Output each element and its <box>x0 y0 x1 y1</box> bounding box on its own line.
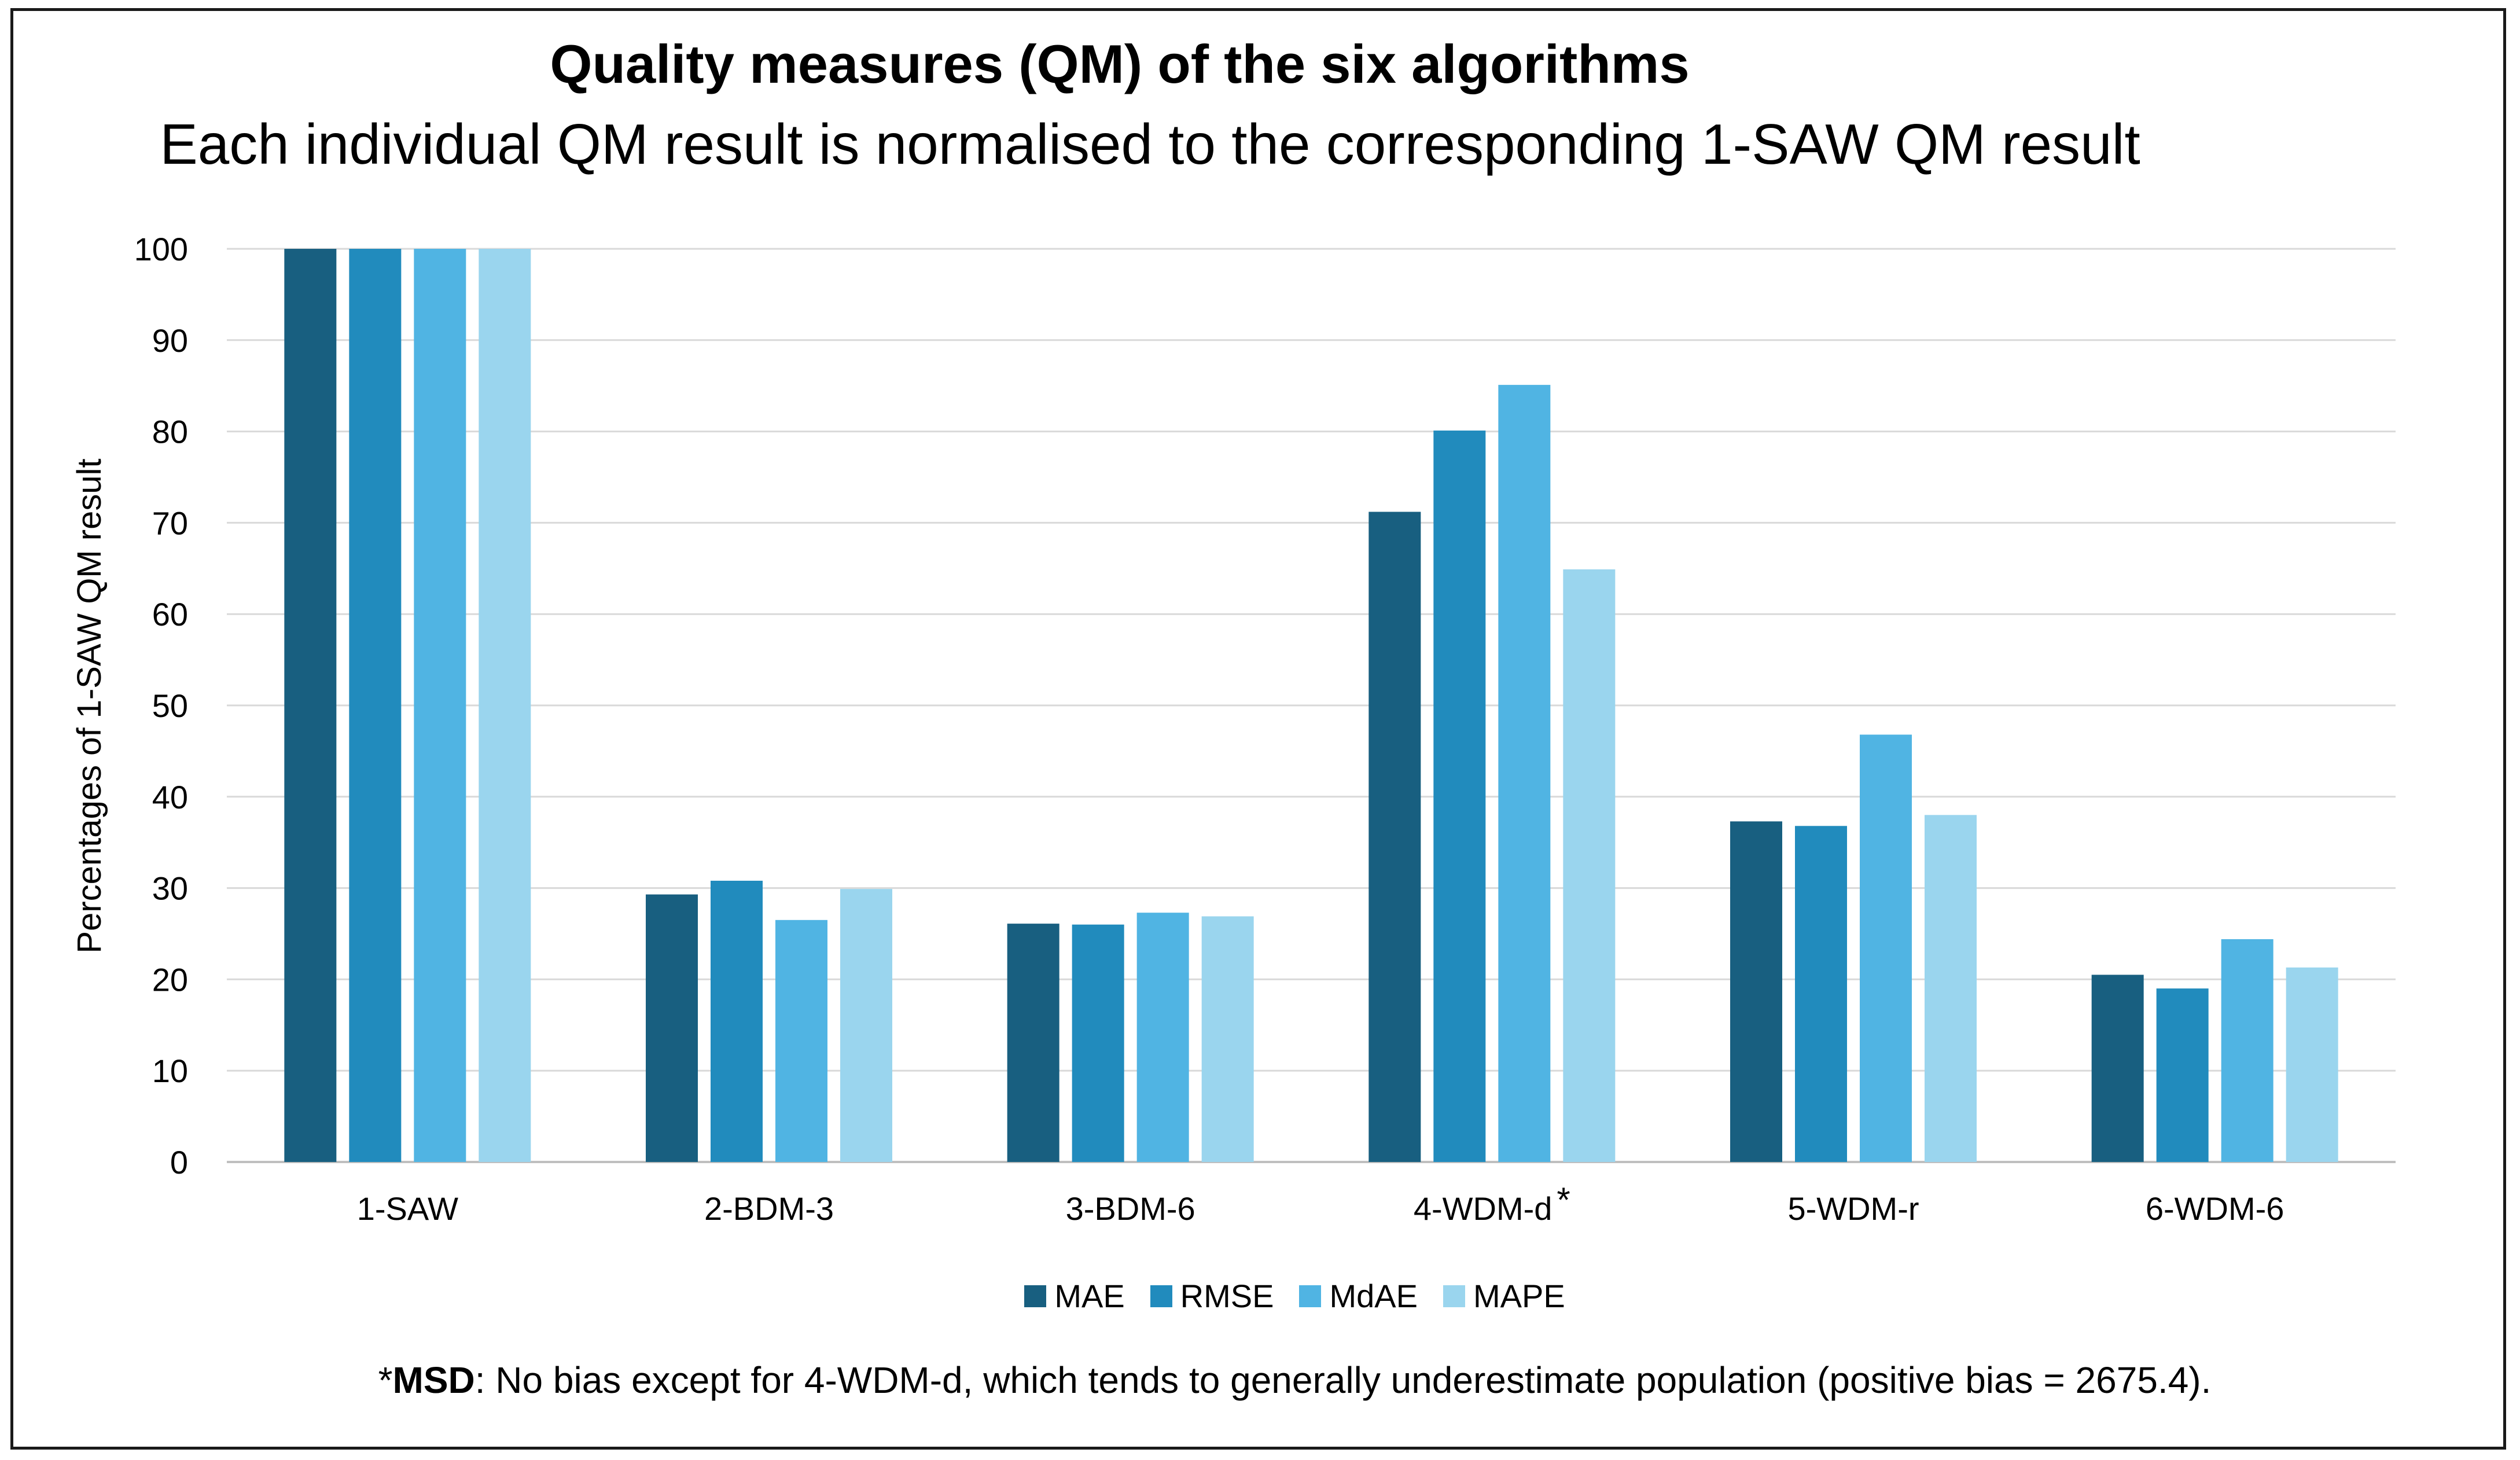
legend-label: MdAE <box>1329 1278 1418 1314</box>
y-tick-label: 30 <box>152 870 188 907</box>
bar-mape-4-wdm-d: MAPE 4-WDM-d: 64.9 <box>1563 569 1616 1163</box>
y-tick-label: 40 <box>152 779 188 815</box>
bar-rmse-2-bdm-3: RMSE 2-BDM-3: 30.8 <box>711 880 763 1162</box>
bar-mdae-3-bdm-6: MdAE 3-BDM-6: 27.3 <box>1136 913 1189 1162</box>
bar-mae-3-bdm-6: MAE 3-BDM-6: 26.1 <box>1007 924 1059 1162</box>
bar-mdae-5-wdm-r: MdAE 5-WDM-r: 46.8 <box>1860 734 1912 1162</box>
bar-mae-6-wdm-6: MAE 6-WDM-6: 20.5 <box>2091 974 2144 1162</box>
bar-mdae-2-bdm-3: MdAE 2-BDM-3: 26.5 <box>775 920 827 1162</box>
chart-subtitle: Each individual QM result is normalised … <box>160 112 2140 176</box>
legend-swatch <box>1443 1285 1465 1307</box>
x-tick-label: 1-SAW <box>357 1190 458 1227</box>
y-tick-label: 0 <box>170 1144 188 1180</box>
bar-mae-5-wdm-r: MAE 5-WDM-r: 37.3 <box>1730 821 1782 1162</box>
legend-swatch <box>1299 1285 1322 1307</box>
bar-mdae-1-saw: MdAE 1-SAW: 100 <box>414 249 466 1162</box>
footnote-text: : No bias except for 4-WDM-d, which tend… <box>474 1359 2212 1401</box>
legend-swatch <box>1024 1285 1047 1307</box>
bar-mape-1-saw: MAPE 1-SAW: 100 <box>479 249 531 1162</box>
y-tick-label: 70 <box>152 505 188 541</box>
bar-rmse-4-wdm-d: RMSE 4-WDM-d: 80.1 <box>1433 431 1486 1162</box>
footnote-marker: * <box>378 1359 393 1401</box>
bar-mdae-4-wdm-d: MdAE 4-WDM-d: 85.1 <box>1498 385 1551 1162</box>
legend-label: RMSE <box>1180 1278 1274 1314</box>
y-tick-label: 60 <box>152 596 188 632</box>
footnote: *MSD: No bias except for 4-WDM-d, which … <box>0 1357 2520 1403</box>
chart-title: Quality measures (QM) of the six algorit… <box>550 34 1690 94</box>
legend-item-mape: MAPE <box>1443 1276 1565 1316</box>
legend-label: MAPE <box>1473 1278 1565 1314</box>
bar-mae-2-bdm-3: MAE 2-BDM-3: 29.3 <box>646 894 698 1162</box>
x-tick-marker: * <box>1557 1180 1570 1219</box>
y-tick-label: 10 <box>152 1053 188 1089</box>
y-tick-label: 20 <box>152 961 188 998</box>
legend-item-rmse: RMSE <box>1150 1276 1274 1316</box>
x-tick-label: 2-BDM-3 <box>704 1190 834 1227</box>
footnote-term: MSD <box>392 1359 475 1401</box>
bar-mape-6-wdm-6: MAPE 6-WDM-6: 21.3 <box>2286 967 2338 1162</box>
bar-mae-1-saw: MAE 1-SAW: 100 <box>284 249 337 1162</box>
legend-swatch <box>1150 1285 1172 1307</box>
x-tick-label: 4-WDM-d * <box>1414 1180 1570 1227</box>
bar-rmse-6-wdm-6: RMSE 6-WDM-6: 19 <box>2156 988 2209 1162</box>
bar-rmse-3-bdm-6: RMSE 3-BDM-6: 26 <box>1072 924 1124 1162</box>
chart-legend: MAE RMSE MdAE MAPE <box>0 1273 2520 1319</box>
bar-mape-3-bdm-6: MAPE 3-BDM-6: 26.9 <box>1201 916 1254 1162</box>
legend-label: MAE <box>1054 1278 1125 1314</box>
bar-mdae-6-wdm-6: MdAE 6-WDM-6: 24.4 <box>2221 939 2273 1162</box>
bar-mape-2-bdm-3: MAPE 2-BDM-3: 29.9 <box>840 889 892 1162</box>
y-tick-label: 80 <box>152 414 188 450</box>
y-tick-label: 50 <box>152 687 188 724</box>
bar-rmse-1-saw: RMSE 1-SAW: 100 <box>349 249 402 1162</box>
bar-mae-4-wdm-d: MAE 4-WDM-d: 71.2 <box>1368 512 1421 1162</box>
legend-item-mae: MAE <box>1024 1276 1125 1316</box>
x-tick-label: 5-WDM-r <box>1787 1190 1919 1227</box>
y-tick-label: 90 <box>152 322 188 359</box>
x-tick-label: 6-WDM-6 <box>2146 1190 2284 1227</box>
bar-mape-5-wdm-r: MAPE 5-WDM-r: 38 <box>1925 815 1977 1162</box>
x-tick-label: 3-BDM-6 <box>1066 1190 1195 1227</box>
bar-rmse-5-wdm-r: RMSE 5-WDM-r: 36.8 <box>1795 826 1847 1162</box>
y-tick-label: 100 <box>134 231 188 267</box>
chart-frame <box>10 8 2506 1450</box>
legend-item-mdae: MdAE <box>1299 1276 1418 1316</box>
